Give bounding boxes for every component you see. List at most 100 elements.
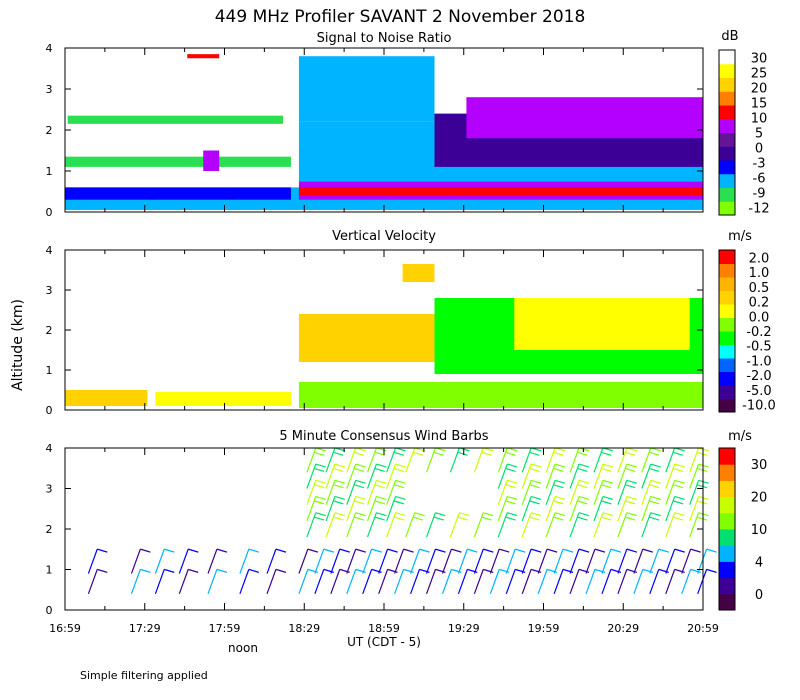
heat-layer-0-2 — [298, 187, 703, 196]
wind-barb-42 — [521, 568, 542, 595]
wind-barb-73 — [325, 479, 346, 505]
wind-units: m/s — [728, 429, 752, 444]
heat-layer-1-0 — [64, 390, 148, 406]
heat-layer-1-2 — [298, 382, 703, 408]
colorbar-swatch — [719, 593, 735, 611]
wind-barb-93 — [425, 512, 446, 538]
wind-barb-97 — [473, 512, 494, 538]
wind-barb-43 — [521, 548, 542, 574]
colorbar-swatch — [719, 358, 735, 372]
wind-barb-121 — [593, 479, 614, 505]
colorbar-label: -0.5 — [746, 340, 771, 355]
wind-barb-67 — [306, 495, 326, 522]
colorbar-swatch — [719, 464, 735, 481]
y-axis-label: Altitude (km) — [10, 299, 26, 391]
colorbar-label: 25 — [751, 67, 768, 82]
colorbar-swatch — [719, 173, 735, 188]
wind-barb-136 — [665, 479, 685, 505]
wind-barb-95 — [449, 512, 470, 538]
colorbar-label: 2.0 — [749, 251, 770, 266]
colorbar-swatch — [719, 187, 735, 202]
colorbar-swatch — [719, 201, 735, 216]
wind-barb-46 — [553, 568, 574, 595]
y-tick-label: 3 — [46, 83, 53, 96]
wind-barb-22 — [362, 568, 382, 595]
x-tick-label: 20:29 — [607, 622, 639, 635]
y-tick-label: 1 — [46, 364, 53, 377]
x-tick-label: 17:29 — [129, 622, 161, 635]
y-tick-label: 0 — [46, 206, 53, 219]
heat-layer-0-9 — [298, 56, 435, 122]
wind-barb-13 — [266, 548, 287, 574]
colorbar-label: 0.5 — [749, 281, 770, 296]
wind-barb-53 — [601, 548, 622, 574]
wind-barb-119 — [593, 512, 614, 538]
colorbar-swatch — [719, 277, 735, 291]
heat-layer-0-6 — [466, 97, 703, 139]
colorbar-label: -5.0 — [746, 384, 771, 399]
wind-barb-99 — [497, 512, 518, 538]
wind-barb-21 — [346, 548, 366, 574]
wind-barb-31 — [425, 548, 446, 574]
wind-barb-122 — [593, 463, 614, 489]
colorbar-label: -3 — [753, 157, 766, 172]
wind-barb-105 — [521, 495, 542, 522]
wind-barb-111 — [545, 479, 566, 505]
wind-barb-91 — [405, 512, 425, 538]
wind-barb-2 — [130, 568, 151, 595]
colorbar-swatch — [719, 512, 735, 530]
heat-layer-0-11 — [187, 54, 220, 59]
colorbar-swatch — [719, 344, 735, 359]
wind-barb-30 — [425, 568, 446, 595]
y-tick-label: 1 — [46, 564, 53, 577]
x-axis-label: UT (CDT - 5) — [347, 635, 421, 649]
colorbar-label: 5 — [755, 127, 763, 142]
wind-barb-36 — [473, 568, 494, 595]
colorbar-label: 4 — [755, 555, 763, 570]
heat-layer-0-10 — [203, 150, 220, 171]
wind-barb-32 — [441, 568, 462, 595]
colorbar-label: 10 — [751, 112, 768, 127]
wind-barb-4 — [154, 568, 175, 595]
wind-barb-60 — [665, 568, 685, 595]
wind-barb-68 — [306, 479, 326, 505]
wind-colorbar: 30 20 10 4 0 — [718, 447, 768, 611]
wind-barb-38 — [489, 568, 510, 595]
wind-barb-79 — [346, 463, 366, 489]
wind-barb-101 — [497, 479, 518, 505]
y-tick-label: 0 — [46, 604, 53, 617]
wind-barb-81 — [366, 512, 387, 538]
heat-layer-0-7 — [64, 156, 291, 167]
wind-barb-129 — [641, 512, 661, 538]
wind-barb-66 — [306, 512, 326, 538]
wind-barb-50 — [585, 568, 606, 595]
x-tick-label: 18:59 — [368, 622, 400, 635]
velocity-units: m/s — [728, 229, 752, 244]
colorbar-swatch — [719, 50, 735, 65]
wind-barb-106 — [521, 479, 542, 505]
colorbar-swatch — [719, 331, 735, 345]
wind-barb-59 — [649, 548, 669, 574]
colorbar-swatch — [719, 132, 735, 147]
heat-layer-1-3 — [298, 314, 451, 362]
wind-barb-34 — [457, 568, 478, 595]
colorbar-swatch — [719, 385, 735, 399]
wind-barb-71 — [325, 512, 346, 538]
wind-barb-139 — [689, 512, 709, 538]
wind-barb-27 — [394, 548, 414, 574]
colorbar-swatch — [719, 480, 735, 498]
wind-barb-116 — [569, 479, 590, 505]
wind-barb-16 — [314, 568, 334, 595]
wind-barb-29 — [410, 548, 430, 574]
wind-barb-88 — [386, 479, 406, 505]
wind-barb-20 — [346, 568, 366, 595]
wind-barb-83 — [366, 479, 387, 505]
wind-barb-17 — [314, 548, 334, 574]
wind-barb-104 — [521, 512, 542, 538]
y-tick-label: 2 — [46, 523, 53, 536]
colorbar-label: 10 — [751, 523, 768, 538]
wind-barb-9 — [207, 548, 228, 574]
wind-barb-3 — [130, 548, 151, 574]
wind-barb-25 — [378, 548, 398, 574]
wind-barb-78 — [346, 479, 366, 505]
